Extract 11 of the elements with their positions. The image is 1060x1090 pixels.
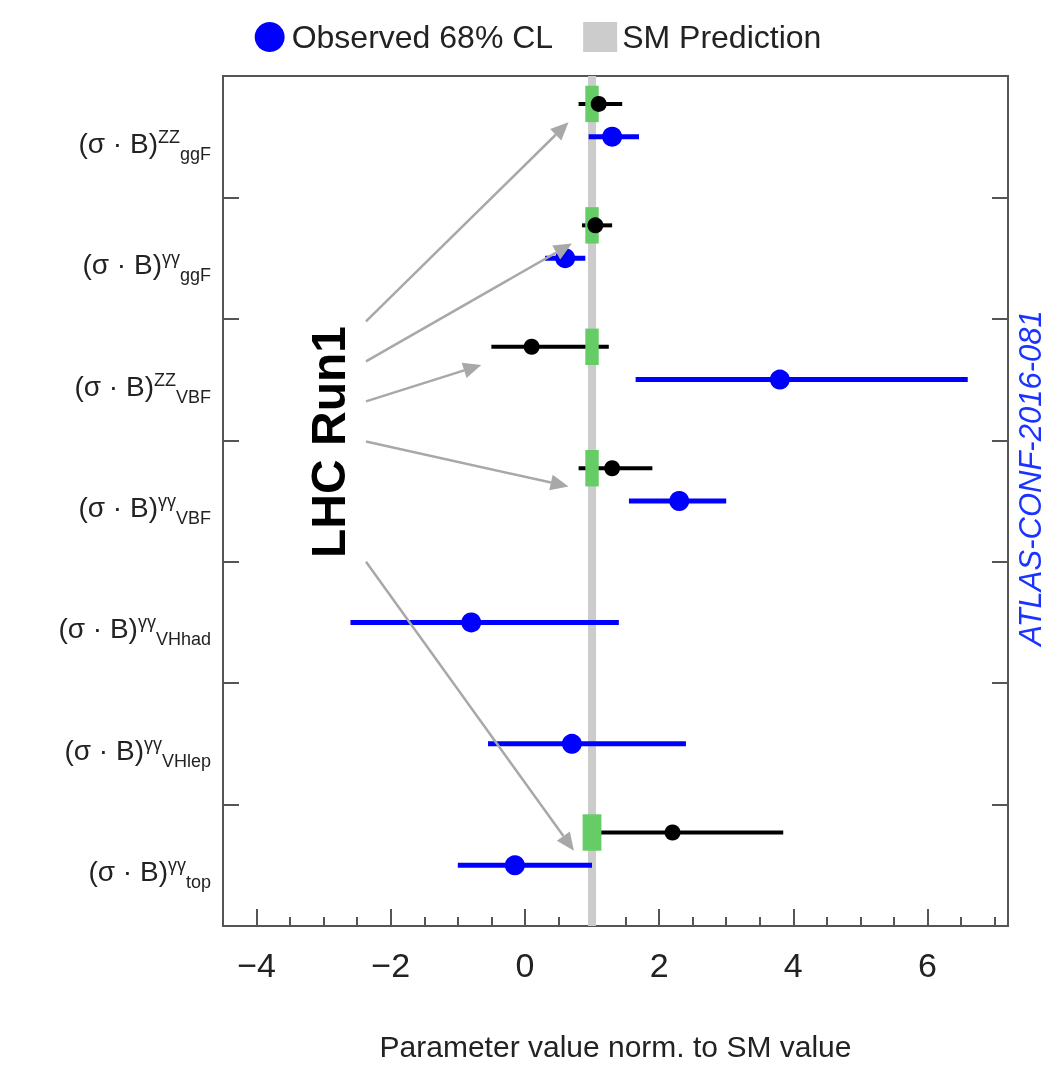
x-tick-label: −2 — [371, 946, 411, 984]
x-tick-label: 0 — [515, 946, 535, 984]
x-tick-label: 6 — [918, 946, 937, 984]
legend-label: SM Prediction — [622, 19, 822, 55]
text: LHC Run1 — [300, 325, 356, 558]
x-tick-label: −4 — [237, 946, 276, 984]
legend-label: Observed 68% CL — [291, 19, 554, 55]
x-tick-label: 2 — [649, 946, 669, 984]
x-tick-label: 4 — [783, 946, 803, 984]
text: ATLAS-CONF-2016-081 — [1012, 310, 1048, 648]
x-axis-title: Parameter value norm. to SM value — [379, 1029, 852, 1063]
